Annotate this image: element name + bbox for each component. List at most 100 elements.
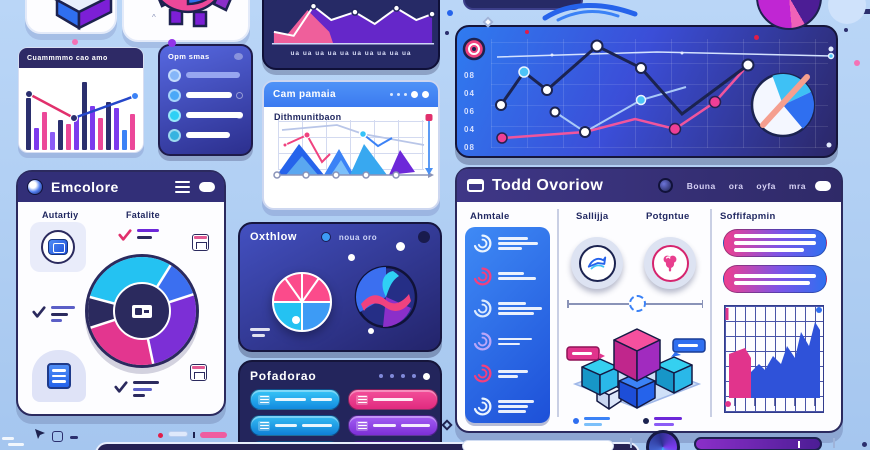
column-header: Ahmtale bbox=[470, 211, 510, 222]
mini-area-chart bbox=[724, 305, 824, 413]
bar-card-title: Cuammmmo cao amo bbox=[19, 48, 143, 68]
pie-widgets-panel: Oxthlow noua oro bbox=[238, 222, 442, 352]
tool-nav: Bouna ora oyfa mra bbox=[687, 181, 806, 191]
task-item[interactable] bbox=[118, 228, 159, 242]
pink-marker bbox=[725, 401, 731, 407]
pill-icon bbox=[356, 420, 368, 431]
series-pink bbox=[501, 64, 749, 140]
feature-row[interactable] bbox=[472, 331, 543, 352]
list-item[interactable] bbox=[168, 105, 243, 125]
trend-blue-seg bbox=[362, 133, 393, 148]
header-circle-icon[interactable] bbox=[657, 178, 673, 193]
feature-badge[interactable] bbox=[644, 237, 696, 289]
donut-chart bbox=[88, 257, 196, 365]
column-divider bbox=[710, 209, 712, 417]
pill-button[interactable] bbox=[348, 389, 438, 410]
tool-header: Todd Ovoriow Bouna ora oyfa mra bbox=[457, 169, 841, 202]
clover-icon bbox=[663, 255, 677, 272]
tick-mark bbox=[630, 438, 632, 448]
decor-dot bbox=[862, 442, 867, 447]
menu-icon[interactable] bbox=[175, 181, 190, 193]
feature-row[interactable] bbox=[472, 396, 543, 417]
data-point bbox=[635, 94, 647, 106]
cube-label-pink bbox=[566, 346, 605, 361]
list-item-bar bbox=[186, 72, 240, 78]
bar bbox=[82, 82, 87, 150]
data-point bbox=[827, 52, 835, 60]
column-header: Potgntue bbox=[646, 211, 690, 222]
pill-button[interactable] bbox=[250, 415, 340, 436]
square-icon[interactable] bbox=[52, 431, 63, 442]
campaign-window-controls[interactable] bbox=[390, 91, 429, 98]
list-item[interactable] bbox=[168, 125, 243, 145]
pill-button[interactable] bbox=[250, 389, 340, 410]
blue-area bbox=[751, 322, 820, 398]
gear-icon: ^ bbox=[152, 0, 232, 28]
list-panel-rows bbox=[168, 65, 243, 145]
nav-item-ora[interactable]: ora bbox=[728, 180, 744, 191]
decor-dash bbox=[250, 328, 270, 331]
data-point bbox=[635, 62, 647, 74]
header-oval-button[interactable] bbox=[815, 180, 831, 191]
tool-overview-panel: Todd Ovoriow Bouna ora oyfa mra Ahmtale Sall… bbox=[455, 167, 843, 433]
quick-list-panel: Opm smas bbox=[158, 44, 253, 156]
bottom-white-pill[interactable] bbox=[462, 440, 614, 450]
decor-dot bbox=[447, 10, 453, 16]
globe-icon[interactable] bbox=[646, 430, 680, 450]
swirl-icon bbox=[472, 363, 493, 384]
header-circle-button[interactable] bbox=[418, 231, 430, 243]
feature-row[interactable] bbox=[472, 363, 543, 384]
panel-dots[interactable] bbox=[379, 372, 430, 380]
document-tile[interactable] bbox=[32, 350, 86, 402]
pill-label-bar bbox=[275, 398, 306, 401]
task-item[interactable] bbox=[32, 305, 75, 322]
header-oval-button[interactable] bbox=[199, 182, 215, 192]
nav-item-oyfa[interactable]: oyfa bbox=[756, 180, 776, 191]
feature-row[interactable] bbox=[472, 266, 543, 287]
slider-handle[interactable] bbox=[629, 295, 646, 312]
decor-dot bbox=[158, 433, 163, 438]
right-axis-marker bbox=[425, 114, 433, 121]
panel-title: Pofadorao bbox=[250, 369, 317, 383]
nav-item-bouna[interactable]: Bouna bbox=[686, 180, 716, 191]
gradient-pill-group[interactable] bbox=[723, 265, 827, 293]
pill-button[interactable] bbox=[348, 415, 438, 436]
data-point bbox=[428, 10, 436, 18]
mountain-purple bbox=[389, 150, 415, 175]
data-point bbox=[668, 122, 682, 136]
mini-window-icon[interactable] bbox=[190, 364, 207, 381]
feature-row[interactable] bbox=[472, 298, 543, 319]
gradient-pill-group[interactable] bbox=[723, 229, 827, 257]
task-item[interactable] bbox=[114, 380, 159, 397]
data-point bbox=[495, 99, 507, 111]
pill-label-bar bbox=[302, 424, 332, 427]
decor-dot bbox=[368, 328, 374, 334]
list-item-bar bbox=[186, 112, 243, 118]
cursor-mark: ^ bbox=[152, 13, 156, 22]
panel-corner-dot bbox=[234, 53, 243, 60]
list-item-icon bbox=[168, 88, 181, 102]
blue-marker bbox=[816, 307, 822, 313]
decor-dot bbox=[292, 316, 300, 324]
bar bbox=[50, 132, 55, 150]
nav-item-mra[interactable]: mra bbox=[788, 180, 806, 191]
slider[interactable] bbox=[567, 295, 703, 312]
bar bbox=[58, 120, 63, 150]
decor-dot bbox=[348, 254, 355, 261]
explore-panel: Emcolore Autartiy Fatalite bbox=[16, 170, 226, 416]
app-tile[interactable] bbox=[30, 222, 86, 272]
data-point bbox=[282, 142, 288, 148]
mini-window-icon[interactable] bbox=[192, 234, 209, 251]
feature-row-text bbox=[498, 270, 536, 283]
swirl-icon bbox=[472, 233, 493, 254]
sample-badge[interactable] bbox=[571, 237, 623, 289]
panel-title: Oxthlow bbox=[250, 231, 297, 243]
check-icon bbox=[114, 381, 128, 393]
list-item[interactable] bbox=[168, 85, 243, 105]
bottom-gradient-bar[interactable] bbox=[694, 437, 822, 450]
feature-row[interactable] bbox=[472, 233, 543, 254]
bar-chart-blue-line bbox=[73, 94, 136, 120]
column-label-left: Autartiy bbox=[42, 210, 79, 220]
list-item[interactable] bbox=[168, 65, 243, 85]
y-axis-label: 04 bbox=[464, 125, 475, 134]
